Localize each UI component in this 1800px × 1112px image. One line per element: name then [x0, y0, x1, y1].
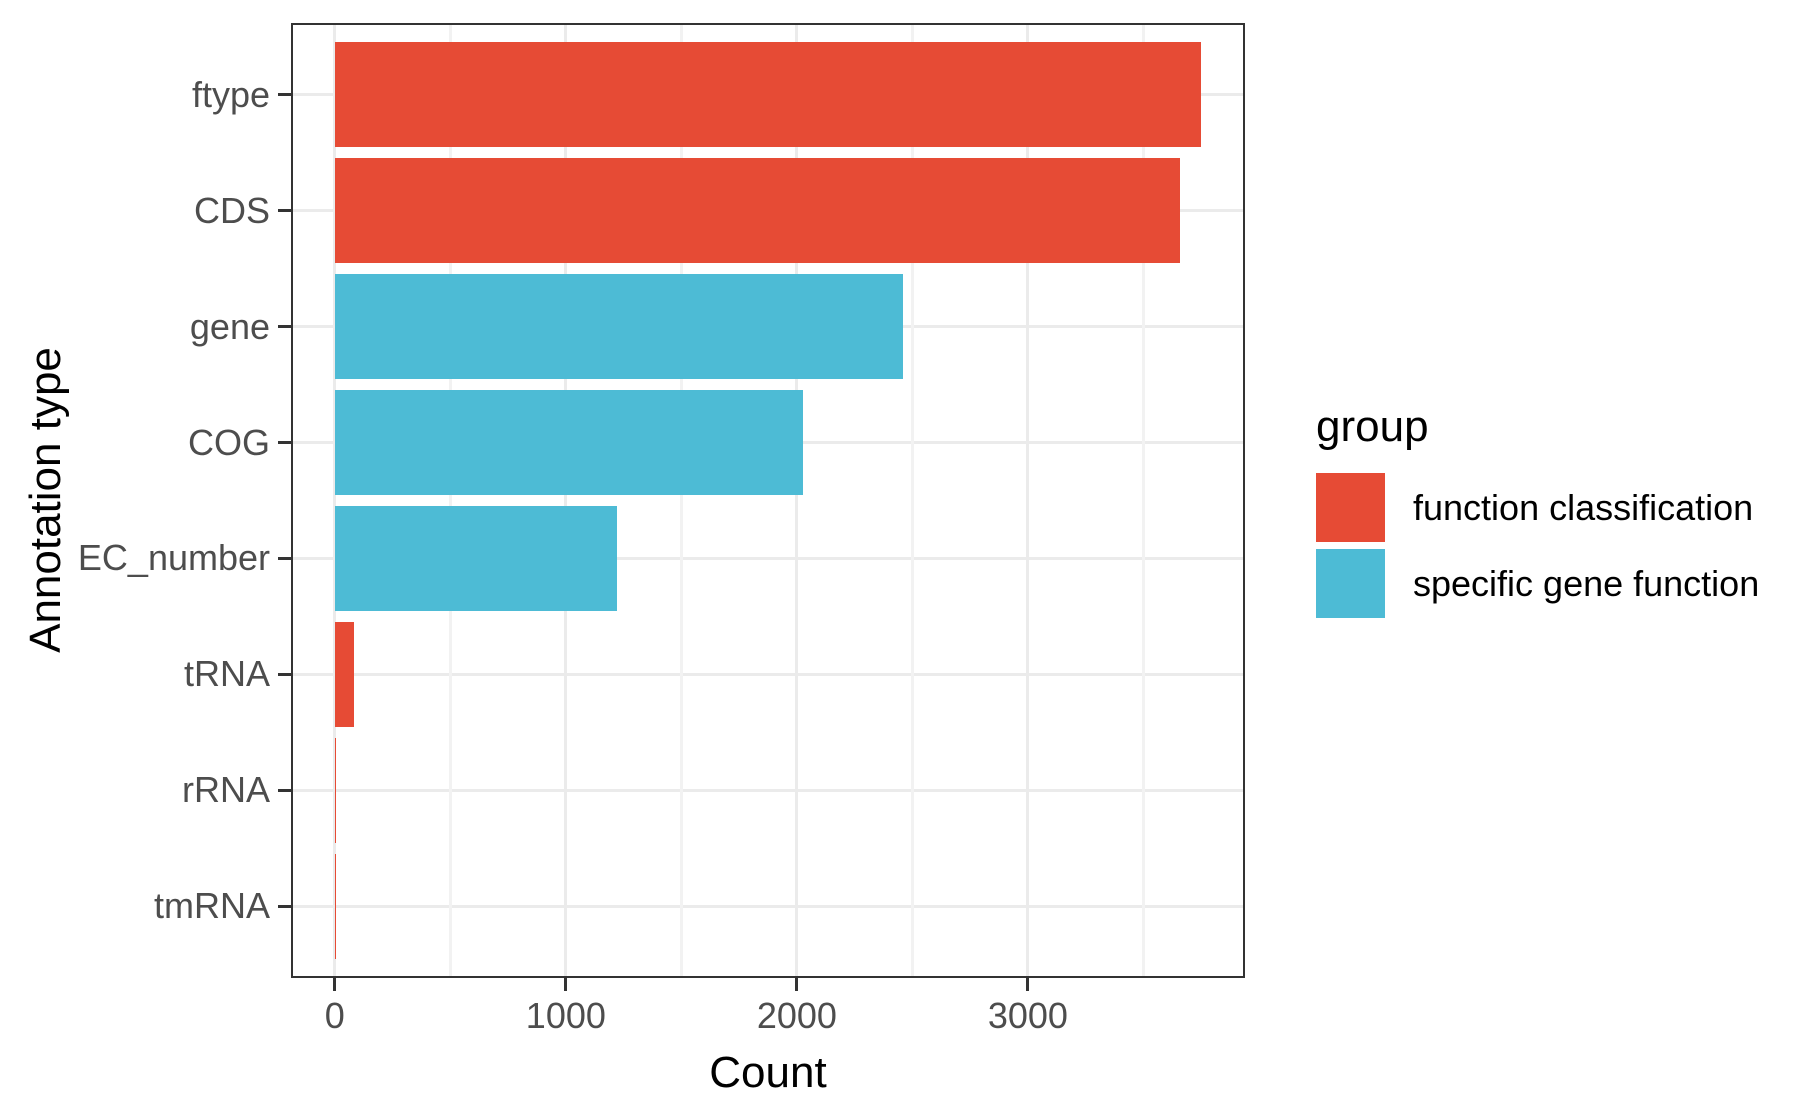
gridline-major-y	[293, 672, 1243, 676]
x-tick-label: 0	[324, 995, 345, 1036]
bar-tRNA	[334, 622, 354, 727]
legend-key-swatch	[1316, 549, 1385, 618]
y-tick-label-COG: COG	[187, 421, 270, 463]
bar-ftype	[334, 42, 1202, 147]
x-tick-label: 3000	[987, 995, 1068, 1036]
legend-items: function classification specific gene fun…	[1316, 473, 1759, 625]
legend: group function classification specific ge…	[1316, 405, 1759, 625]
x-tick-label: 1000	[525, 995, 606, 1036]
x-axis-title: Count	[709, 1048, 827, 1097]
y-axis-tick	[278, 441, 291, 444]
y-axis-tick	[278, 325, 291, 329]
y-axis-tick	[278, 209, 291, 213]
y-axis-tick	[278, 788, 291, 792]
bar-CDS	[334, 158, 1181, 263]
y-axis-title: Annotation type	[21, 347, 70, 653]
gridline-minor-x	[1141, 25, 1145, 976]
gridline-minor-x	[679, 25, 683, 976]
x-axis-tick	[333, 978, 337, 991]
x-axis-tick	[795, 978, 799, 991]
legend-item: specific gene function	[1316, 549, 1759, 618]
y-axis-tick	[278, 904, 291, 908]
x-tick-label: 2000	[756, 995, 837, 1036]
x-axis-tick	[1026, 978, 1030, 991]
gridline-minor-x	[448, 25, 452, 976]
y-tick-label-CDS: CDS	[193, 189, 270, 231]
y-tick-label-tRNA: tRNA	[183, 653, 270, 695]
gridline-major-x	[795, 25, 799, 976]
bar-rRNA	[334, 738, 337, 843]
bar-COG	[334, 390, 803, 495]
y-tick-label-EC_number: EC_number	[77, 537, 270, 579]
gridline-major-x	[564, 25, 568, 976]
gridline-minor-x	[910, 25, 914, 976]
y-tick-label-rRNA: rRNA	[182, 769, 270, 811]
legend-title: group	[1316, 402, 1429, 451]
gridline-major-y	[293, 904, 1243, 908]
legend-key-label: function classification	[1413, 486, 1754, 528]
plot-panel	[291, 23, 1245, 978]
y-axis-tick	[278, 672, 291, 676]
y-tick-label-tmRNA: tmRNA	[154, 885, 270, 927]
legend-item: function classification	[1316, 473, 1759, 542]
bar-EC_number	[334, 506, 617, 611]
y-axis-tick	[278, 93, 291, 97]
x-axis-tick	[564, 978, 568, 991]
gridline-major-x	[333, 25, 337, 976]
gridline-major-y	[293, 556, 1243, 560]
y-tick-label-gene: gene	[189, 305, 270, 347]
y-tick-label-ftype: ftype	[191, 73, 270, 115]
y-axis-tick	[278, 556, 291, 560]
gridline-major-y	[293, 788, 1243, 792]
gridline-major-x	[1026, 25, 1030, 976]
bar-gene	[334, 274, 904, 379]
legend-key-label: specific gene function	[1413, 562, 1760, 604]
legend-key-swatch	[1316, 473, 1385, 542]
plot-area	[293, 25, 1243, 976]
